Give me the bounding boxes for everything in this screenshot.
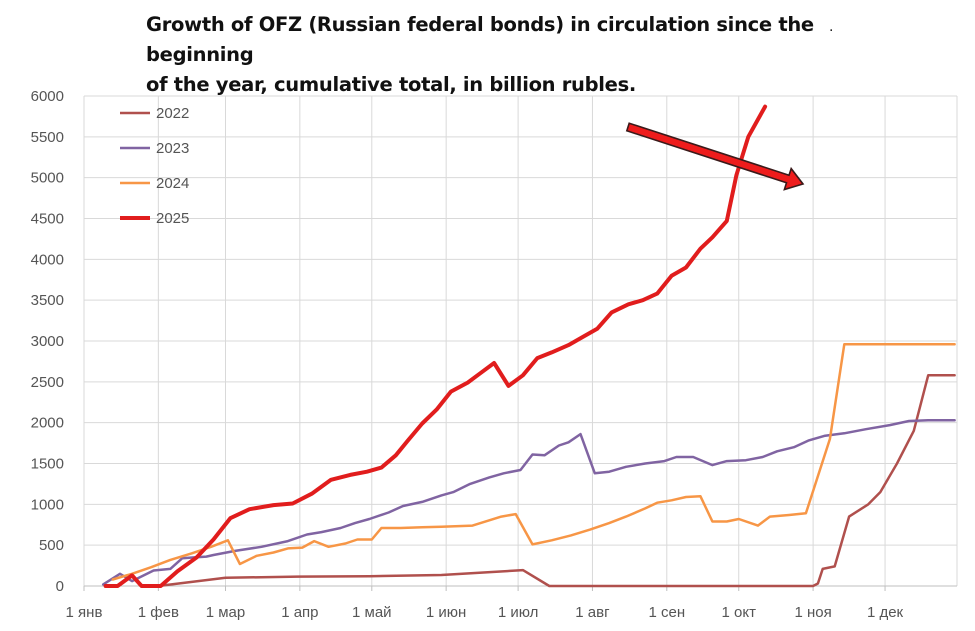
x-tick-label: 1 мар [206,604,246,621]
x-tick-label: 1 июл [498,604,539,621]
y-tick-label: 1000 [31,496,64,513]
y-tick-label: 5000 [31,170,64,187]
x-tick-label: 1 апр [281,604,318,621]
y-tick-label: 4000 [31,251,64,268]
legend-label-2025: 2025 [156,210,189,227]
y-tick-label: 2500 [31,374,64,391]
x-tick-label: 1 янв [66,604,103,621]
legend-label-2023: 2023 [156,140,189,157]
x-axis: 1 янв 1 фев 1 мар 1 апр 1 май 1 июн 1 июл 1 авг… [66,585,957,621]
x-tick-label: 1 сен [648,604,685,621]
grid [83,95,958,586]
series-line-2024 [111,343,956,581]
x-tick-label: 1 авг [575,604,610,621]
x-tick-label: 1 июн [426,604,466,621]
chart-title-line-2: of the year, cumulative total, in billio… [146,73,637,96]
series-lines [101,104,956,588]
series-line-2022 [157,374,956,588]
y-tick-label: 5500 [31,129,64,146]
y-tick-label: 3500 [31,292,64,309]
legend: 2022 2023 2024 2025 [120,105,189,227]
x-tick-label: 1 ноя [794,604,831,621]
x-tick-label: 1 дек [867,604,904,621]
series-line-2023 [101,418,956,586]
y-tick-label: 2000 [31,415,64,432]
y-tick-label: 0 [56,578,64,595]
annotation-arrow [625,122,805,191]
x-tick-label: 1 окт [722,604,757,621]
y-tick-label: 3000 [31,333,64,350]
legend-label-2022: 2022 [156,105,189,122]
y-axis: 0 500 1000 1500 2000 2500 3000 3500 4000 4500 5000… [31,88,64,595]
title-stray-mark: . [829,18,834,35]
x-tick-label: 1 фев [138,604,179,621]
series-line-2025 [103,104,768,588]
arrow-icon [625,122,805,191]
x-tick-label: 1 май [352,604,392,621]
y-tick-label: 4500 [31,211,64,228]
chart-title-line-1: Growth of OFZ (Russian federal bonds) in… [146,13,814,66]
y-tick-label: 1500 [31,456,64,473]
legend-label-2024: 2024 [156,175,189,192]
chart-title: Growth of OFZ (Russian federal bonds) in… [146,10,906,100]
y-tick-label: 6000 [31,88,64,105]
y-tick-label: 500 [39,537,64,554]
